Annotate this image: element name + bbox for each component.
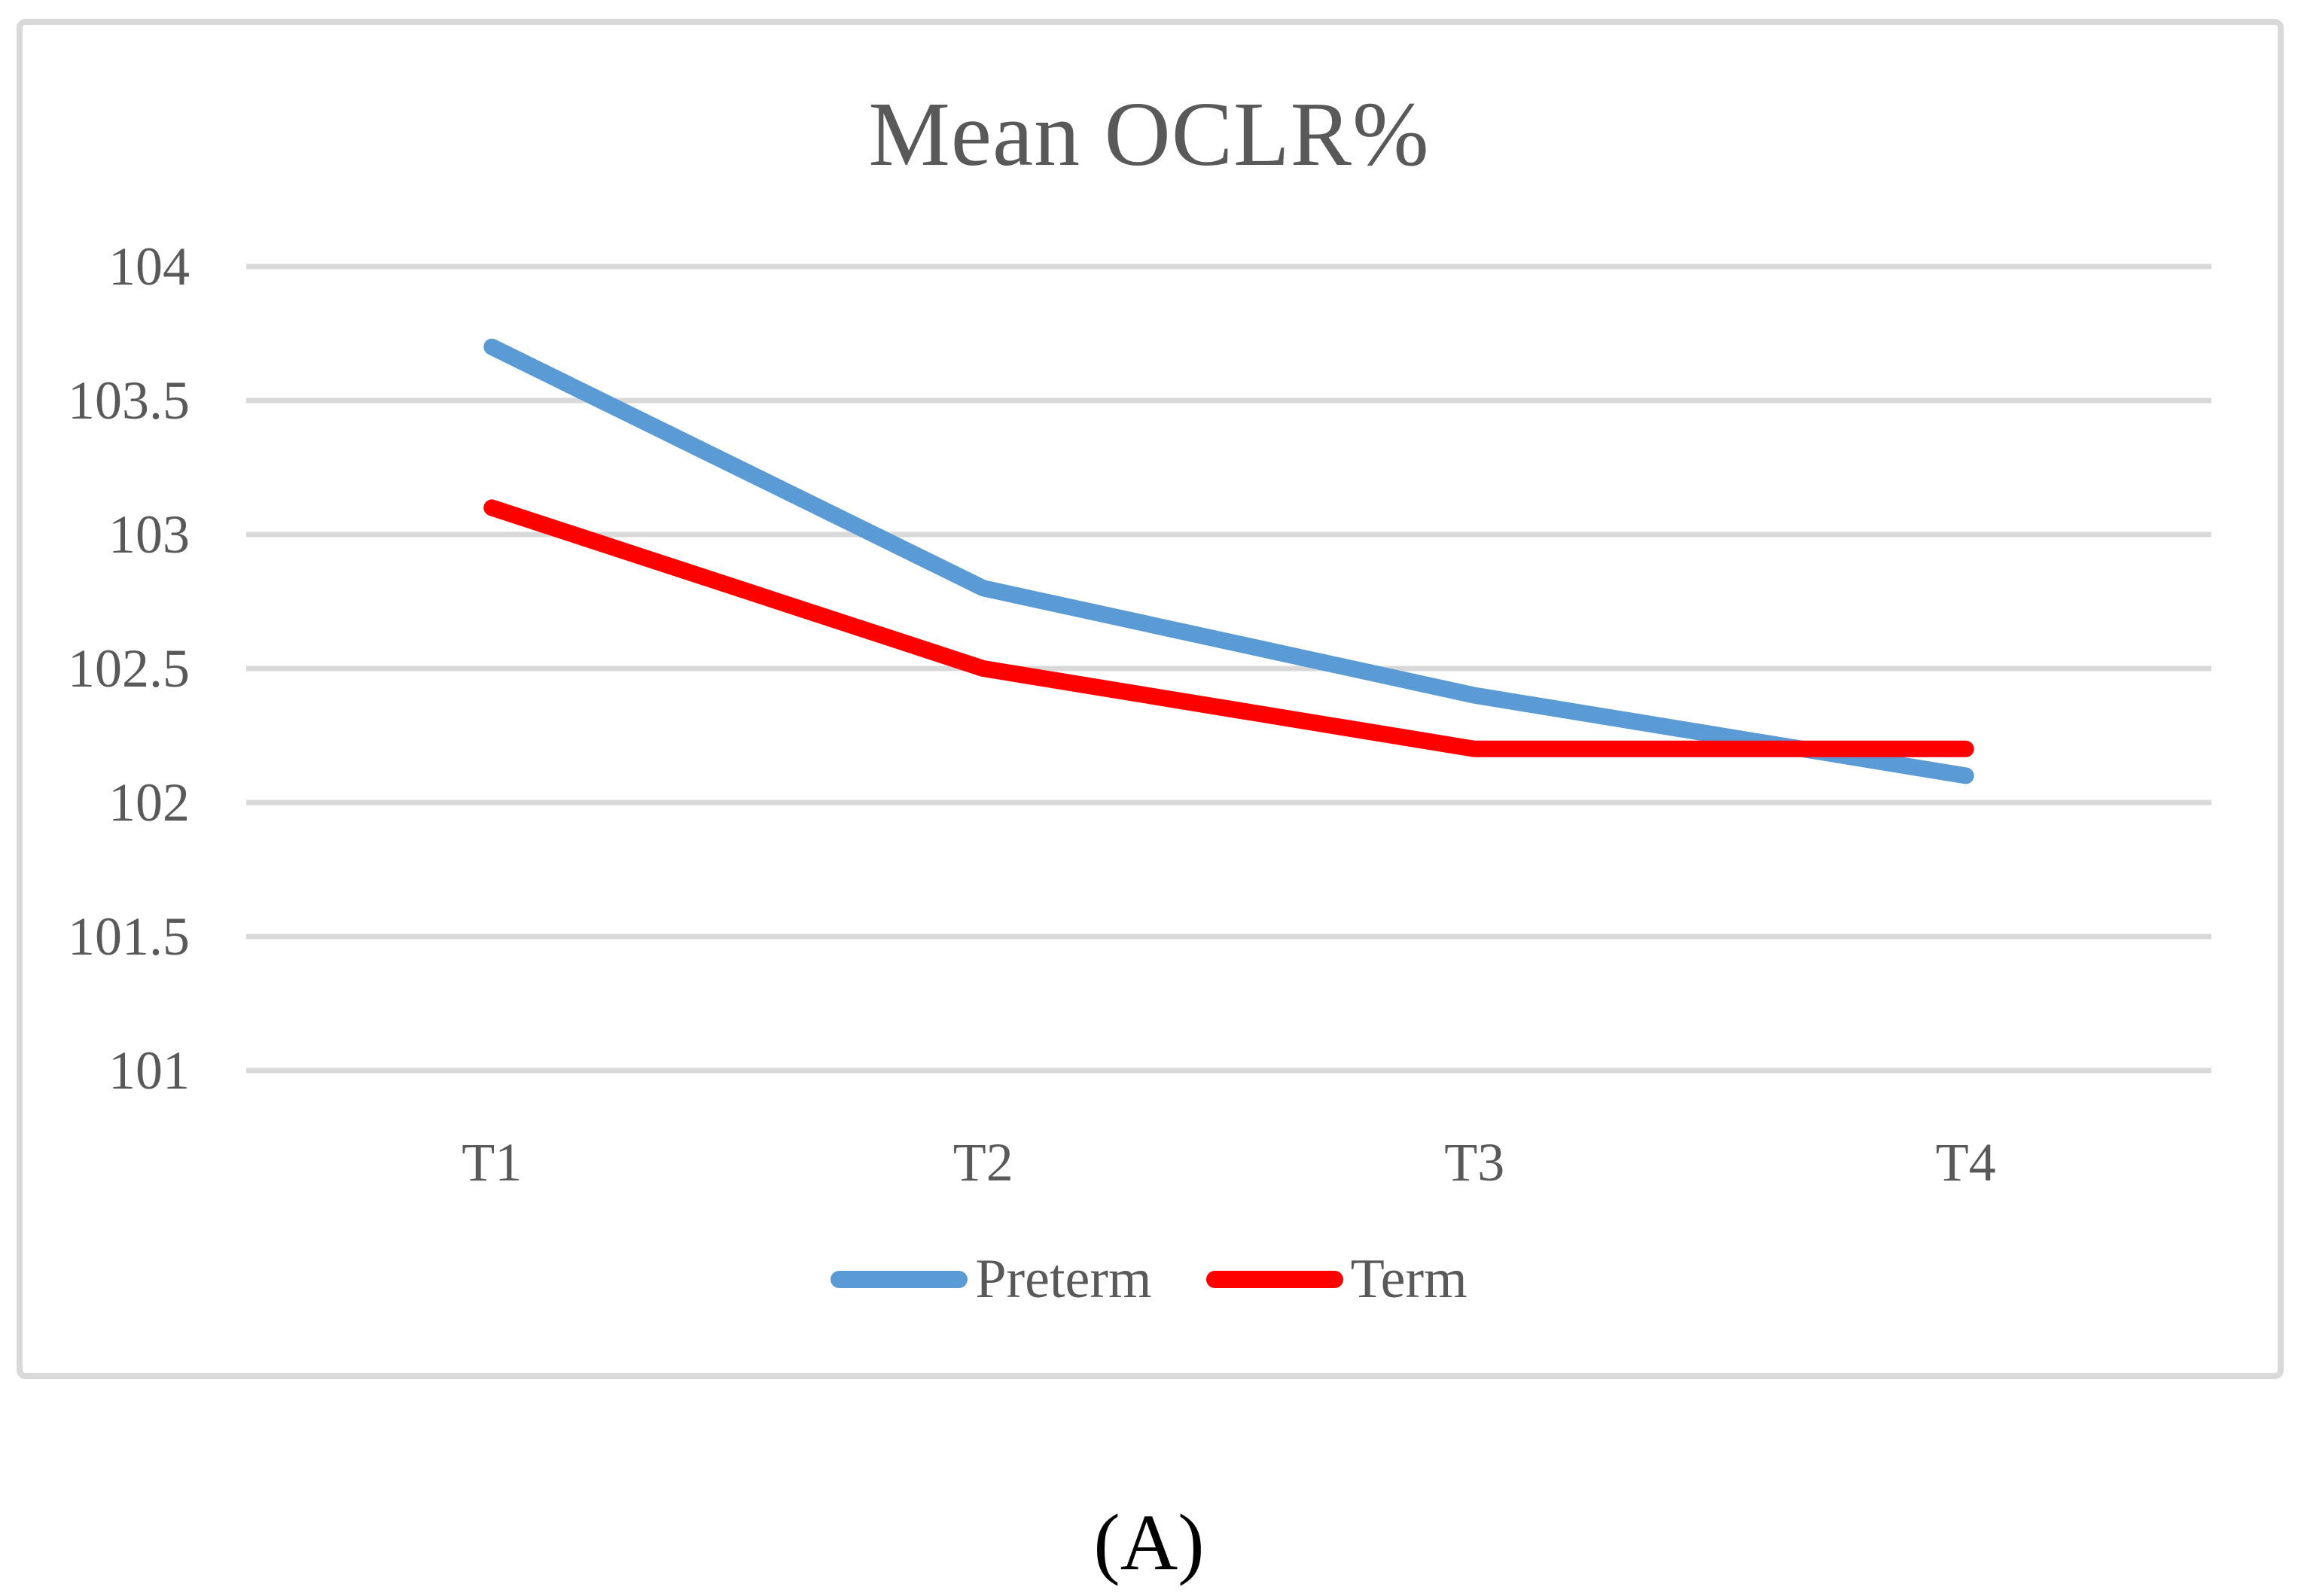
y-axis-tick-label: 102.5 <box>68 638 190 699</box>
series-line-term <box>483 499 1974 757</box>
legend-label: Preterm <box>975 1248 1152 1310</box>
figure-caption: (A) <box>1093 1498 1205 1586</box>
legend-item-term: Term <box>1205 1248 1467 1310</box>
x-axis-category-label: T2 <box>953 1132 1013 1192</box>
y-axis-tick-label: 104 <box>108 236 190 297</box>
x-axis-category-label: T3 <box>1444 1132 1504 1192</box>
legend: Preterm Term <box>0 1251 2298 1307</box>
legend-swatch-preterm <box>831 1270 968 1288</box>
y-axis-tick-label: 103.5 <box>68 370 190 431</box>
y-axis-tick-label: 103 <box>108 504 190 565</box>
y-axis-tick-label: 101 <box>108 1040 190 1101</box>
legend-item-preterm: Preterm <box>831 1248 1152 1310</box>
y-axis-tick-label: 102 <box>108 772 190 833</box>
series-line-preterm <box>483 338 1974 784</box>
y-axis-tick-label: 101.5 <box>68 906 190 967</box>
legend-swatch-term <box>1205 1270 1343 1288</box>
chart-title: Mean OCLR% <box>868 84 1430 185</box>
x-axis-category-label: T4 <box>1936 1132 1996 1192</box>
legend-label: Term <box>1350 1248 1467 1310</box>
x-axis-category-label: T1 <box>462 1132 522 1192</box>
